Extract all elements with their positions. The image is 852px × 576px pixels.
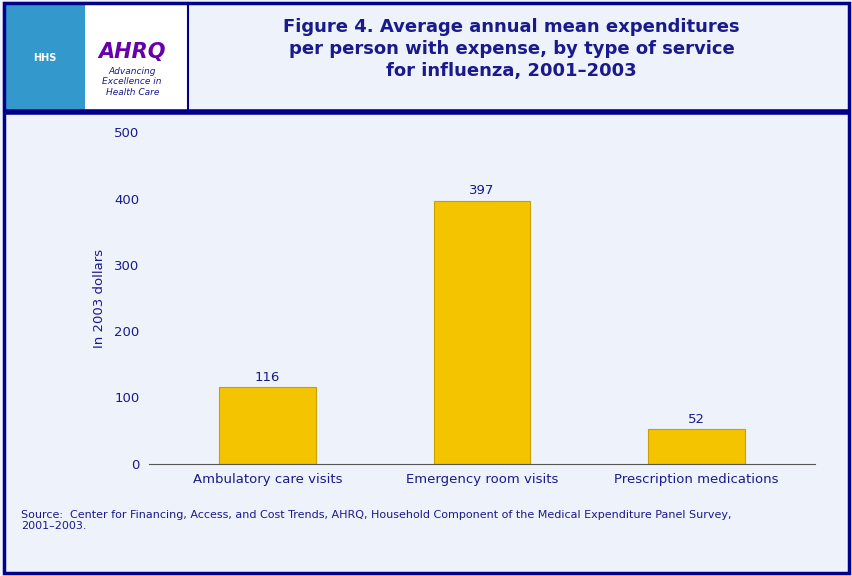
Text: AHRQ: AHRQ <box>98 42 166 62</box>
Text: 116: 116 <box>255 370 279 384</box>
Y-axis label: In 2003 dollars: In 2003 dollars <box>93 248 106 348</box>
Text: per person with expense, by type of service: per person with expense, by type of serv… <box>289 40 734 58</box>
Text: 52: 52 <box>688 413 705 426</box>
Text: Advancing
Excellence in
Health Care: Advancing Excellence in Health Care <box>102 67 162 97</box>
Text: HHS: HHS <box>32 52 56 63</box>
Bar <box>433 200 530 464</box>
Bar <box>219 387 315 464</box>
Text: Source:  Center for Financing, Access, and Cost Trends, AHRQ, Household Componen: Source: Center for Financing, Access, an… <box>21 510 731 531</box>
Text: Figure 4. Average annual mean expenditures: Figure 4. Average annual mean expenditur… <box>283 18 740 36</box>
Bar <box>648 429 744 464</box>
Text: for influenza, 2001–2003: for influenza, 2001–2003 <box>386 62 636 80</box>
Text: 397: 397 <box>469 184 494 198</box>
